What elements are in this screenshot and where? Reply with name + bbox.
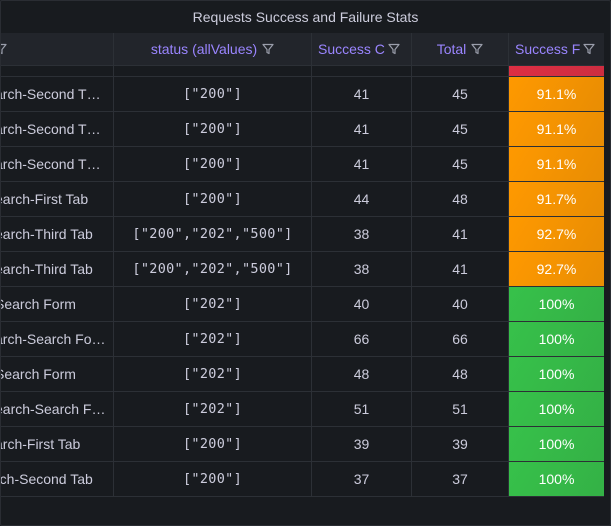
cell-total: 66	[412, 322, 509, 356]
cell-success-count: 38	[312, 217, 412, 251]
table-row[interactable]: Search Form ["202"] 40 40 100%	[1, 287, 604, 322]
cell-status: ["202"]	[114, 357, 312, 391]
cell-success-fraction: 91.1%	[509, 77, 604, 111]
stats-table[interactable]: status (allValues) Success C Total Succe…	[1, 33, 604, 511]
cell-total: 39	[412, 427, 509, 461]
cell-status: ["200","202","500"]	[114, 217, 312, 251]
cell-total: 37	[412, 462, 509, 496]
header-success-count-label: Success C	[318, 41, 385, 57]
cell-success-count: 41	[312, 77, 412, 111]
cell-name: earch-Search F…	[1, 392, 114, 426]
table-row[interactable]: rch-Second Tab ["200"] 37 37 100%	[1, 462, 604, 497]
cell-success-count: 38	[312, 252, 412, 286]
cell-name: arch-Second T…	[1, 112, 114, 146]
cell-status: ["200","202","500"]	[114, 252, 312, 286]
table-row[interactable]: arch-Search Fo… ["202"] 66 66 100%	[1, 322, 604, 357]
cell-status: ["200"]	[114, 147, 312, 181]
cell-success-fraction: 92.7%	[509, 252, 604, 286]
cell-total: 45	[412, 147, 509, 181]
cell-success-count: 40	[312, 287, 412, 321]
header-success-count[interactable]: Success C	[312, 33, 412, 65]
cell-status: ["202"]	[114, 322, 312, 356]
cell-success-count: 48	[312, 357, 412, 391]
cell-name: arch-Search Fo…	[1, 322, 114, 356]
cell-success-count: 41	[312, 112, 412, 146]
panel-title: Requests Success and Failure Stats	[192, 9, 419, 25]
table-row[interactable]: arch-First Tab ["200"] 39 39 100%	[1, 427, 604, 462]
cell-total: 45	[412, 77, 509, 111]
table-header: status (allValues) Success C Total Succe…	[1, 33, 604, 66]
filter-icon[interactable]	[388, 34, 400, 55]
cell-status: ["200"]	[114, 462, 312, 496]
cell-status: ["200"]	[114, 77, 312, 111]
cell-success-fraction: 100%	[509, 287, 604, 321]
cell-status: ["200"]	[114, 112, 312, 146]
header-success-fraction[interactable]: Success Fr	[509, 33, 604, 65]
cell-status: ["200"]	[114, 182, 312, 216]
cell-name: arch-Second T…	[1, 77, 114, 111]
cell-success-fraction: 92.7%	[509, 217, 604, 251]
table-row[interactable]: Search Form ["202"] 48 48 100%	[1, 357, 604, 392]
cell-success-fraction: 91.1%	[509, 112, 604, 146]
filter-icon[interactable]	[583, 34, 595, 55]
header-name[interactable]	[1, 33, 114, 65]
cell-total: 41	[412, 252, 509, 286]
cell-success-fraction: 100%	[509, 392, 604, 426]
cell-total: 45	[412, 112, 509, 146]
filter-icon[interactable]	[471, 34, 483, 55]
cell-success-fraction: 100%	[509, 427, 604, 461]
cell-success-fraction: 91.1%	[509, 147, 604, 181]
cell-success-fraction: 100%	[509, 357, 604, 391]
cell-total: 40	[412, 287, 509, 321]
cell-status: ["202"]	[114, 287, 312, 321]
cell-success-fraction: 100%	[509, 322, 604, 356]
header-total-label: Total	[436, 41, 467, 57]
table-row[interactable]: earch-Third Tab ["200","202","500"] 38 41 92…	[1, 252, 604, 287]
cell-name: arch-Second T…	[1, 147, 114, 181]
cell-success-fraction: 100%	[509, 462, 604, 496]
cell-total: 41	[412, 217, 509, 251]
cell-success-count: 44	[312, 182, 412, 216]
header-status-label: status (allValues)	[150, 41, 258, 57]
header-status[interactable]: status (allValues)	[114, 33, 312, 65]
cell-success-count: 37	[312, 462, 412, 496]
cell-name: Search Form	[1, 357, 114, 391]
cell-success-fraction: 91.7%	[509, 182, 604, 216]
scrollbar[interactable]	[596, 65, 604, 511]
cell-total: 48	[412, 357, 509, 391]
cell-name: Search Form	[1, 287, 114, 321]
table-row[interactable]: earch-First Tab ["200"] 44 48 91.7%	[1, 182, 604, 217]
cell-name: arch-First Tab	[1, 427, 114, 461]
cell-total: 51	[412, 392, 509, 426]
filter-icon[interactable]	[262, 34, 274, 55]
cell-name: earch-First Tab	[1, 182, 114, 216]
table-row[interactable]: arch-Second T… ["200"] 41 45 91.1%	[1, 147, 604, 182]
table-row[interactable]: earch-Third Tab ["200","202","500"] 38 41 92…	[1, 217, 604, 252]
table-row[interactable]: arch-Second T… ["200"] 41 45 91.1%	[1, 112, 604, 147]
cell-total: 48	[412, 182, 509, 216]
header-total[interactable]: Total	[412, 33, 509, 65]
cell-success-count: 41	[312, 147, 412, 181]
table-row[interactable]: arch-Second T… ["200"] 41 45 91.1%	[1, 77, 604, 112]
cell-name: rch-Second Tab	[1, 462, 114, 496]
cell-name: earch-Third Tab	[1, 217, 114, 251]
cell-success-count: 51	[312, 392, 412, 426]
table-row[interactable]: earch-Search F… ["202"] 51 51 100%	[1, 392, 604, 427]
cell-status: ["200"]	[114, 427, 312, 461]
filter-icon[interactable]	[1, 34, 7, 55]
cell-success-count: 66	[312, 322, 412, 356]
cell-name: earch-Third Tab	[1, 252, 114, 286]
cell-success-count: 39	[312, 427, 412, 461]
header-success-fraction-label: Success Fr	[515, 41, 581, 57]
cell-status: ["202"]	[114, 392, 312, 426]
